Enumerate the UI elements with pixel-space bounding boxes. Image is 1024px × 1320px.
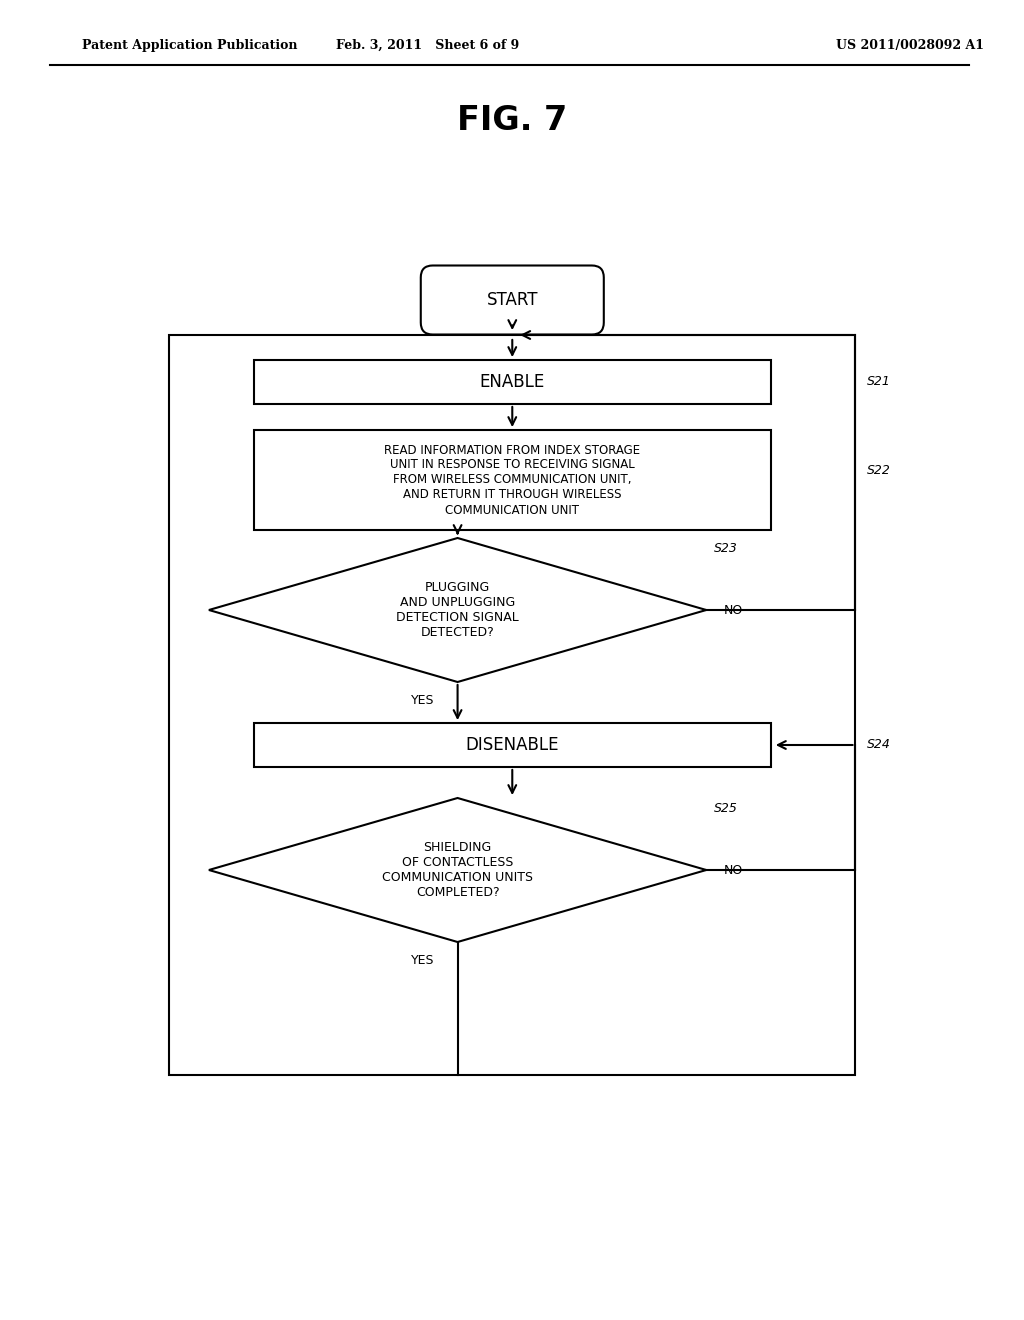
Bar (254, 360, 771, 404)
Text: S24: S24 (867, 738, 891, 751)
Text: Feb. 3, 2011   Sheet 6 of 9: Feb. 3, 2011 Sheet 6 of 9 (336, 38, 519, 51)
Polygon shape (209, 799, 707, 942)
Text: Patent Application Publication: Patent Application Publication (82, 38, 297, 51)
Text: READ INFORMATION FROM INDEX STORAGE
UNIT IN RESPONSE TO RECEIVING SIGNAL
FROM WI: READ INFORMATION FROM INDEX STORAGE UNIT… (384, 444, 640, 516)
Polygon shape (209, 539, 707, 682)
Text: NO: NO (724, 603, 743, 616)
Text: YES: YES (411, 693, 434, 706)
Bar (169, 335, 855, 1074)
Text: PLUGGING
AND UNPLUGGING
DETECTION SIGNAL
DETECTED?: PLUGGING AND UNPLUGGING DETECTION SIGNAL… (396, 581, 519, 639)
Text: NO: NO (724, 863, 743, 876)
Text: DISENABLE: DISENABLE (466, 737, 559, 754)
Text: SHIELDING
OF CONTACTLESS
COMMUNICATION UNITS
COMPLETED?: SHIELDING OF CONTACTLESS COMMUNICATION U… (382, 841, 534, 899)
Bar (254, 430, 771, 531)
Text: YES: YES (411, 953, 434, 966)
Text: START: START (486, 290, 538, 309)
Bar (254, 723, 771, 767)
FancyBboxPatch shape (421, 265, 604, 334)
Text: S25: S25 (714, 801, 738, 814)
Text: ENABLE: ENABLE (479, 374, 545, 391)
Text: S21: S21 (867, 375, 891, 388)
Text: US 2011/0028092 A1: US 2011/0028092 A1 (836, 38, 984, 51)
Text: S22: S22 (867, 463, 891, 477)
Text: S23: S23 (714, 541, 738, 554)
Text: FIG. 7: FIG. 7 (457, 103, 567, 136)
